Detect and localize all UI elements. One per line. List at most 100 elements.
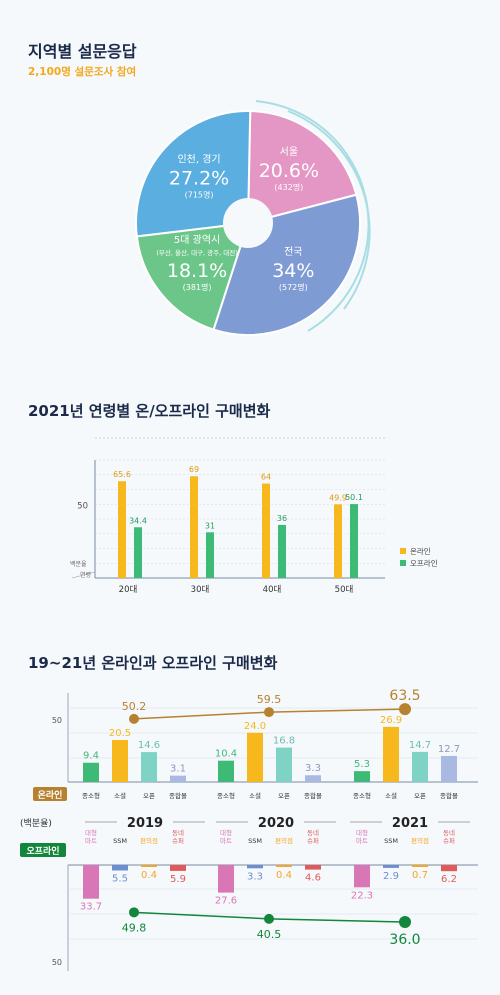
- online-category-bar: [276, 747, 292, 782]
- offline-value-label: 36: [277, 514, 287, 523]
- online-category-label: 소셜: [385, 791, 397, 800]
- offline-total-point: [264, 913, 274, 924]
- section1-title: 지역별 설문응답: [28, 42, 137, 61]
- offline-category-label: 대형: [356, 829, 368, 837]
- online-category-bar: [354, 771, 370, 782]
- pie-slice-count: (572명): [279, 282, 308, 292]
- offline-category-label: 편의점: [275, 836, 293, 845]
- pie-slice: [135, 110, 252, 238]
- offline-category-label: 대형: [220, 829, 232, 837]
- offline-value-label: 31: [205, 521, 215, 530]
- offline-category-label: 마트: [220, 836, 232, 845]
- offline-total-label: 49.8: [122, 921, 147, 934]
- pie-slice-percent: 20.6%: [259, 160, 319, 182]
- online-category-label: 종합몰: [304, 791, 322, 800]
- offline-category-label: 대형: [85, 829, 97, 837]
- offline-category-label: 동네: [172, 828, 184, 837]
- y-axis-unit: 백분율: [70, 560, 87, 568]
- offline-category-bar: [83, 865, 99, 899]
- offline-category-label: 마트: [85, 836, 97, 845]
- online-category-bar: [247, 732, 263, 782]
- online-total-label: 63.5: [389, 688, 420, 704]
- offline-category-bar: [305, 865, 321, 870]
- online-value-label: 3.3: [305, 763, 321, 774]
- offline-value-label: 33.7: [80, 902, 102, 913]
- online-bar: [190, 476, 198, 578]
- offline-category-bar: [276, 865, 292, 867]
- offline-category-label: 슈퍼: [172, 836, 184, 845]
- offline-value-label: 34.4: [129, 516, 147, 525]
- pie-slice-percent: 34%: [272, 260, 314, 282]
- offline-total-point: [129, 907, 139, 918]
- online-value-label: 3.1: [170, 764, 186, 775]
- offline-category-bar: [247, 865, 263, 869]
- offline-category-bar: [112, 865, 128, 871]
- online-value-label: 9.4: [83, 751, 99, 762]
- trend-chart: 50 50.2 59.5 63.5 9.4 종소형 20.5 소셜 14.6 오픈 3.1 종합몰 10…: [20, 688, 478, 971]
- online-value-label: 65.6: [113, 470, 131, 479]
- offline-value-label: 22.3: [351, 890, 373, 901]
- x-tick-label: 50대: [335, 585, 354, 595]
- offline-category-bar: [412, 865, 428, 867]
- x-tick-label: 40대: [263, 585, 282, 595]
- section3-title: 19~21년 온라인과 오프라인 구매변화: [28, 654, 278, 672]
- y-tick-label-top: 50: [52, 716, 62, 725]
- online-bar: [118, 481, 126, 578]
- pie-slice-name: 전국: [284, 246, 302, 258]
- online-category-bar: [305, 775, 321, 782]
- y-tick-label-bottom: 50: [52, 958, 62, 967]
- offline-total-label: 36.0: [389, 932, 420, 948]
- online-category-bar: [218, 760, 234, 782]
- offline-category-bar: [383, 865, 399, 868]
- online-category-label: 종합몰: [169, 791, 187, 800]
- offline-value-label: 27.6: [215, 896, 237, 907]
- offline-category-label: 동네: [307, 828, 319, 837]
- offline-category-label: 동네: [443, 828, 455, 837]
- online-value-label: 20.5: [109, 728, 131, 739]
- pie-slice-name: 서울: [280, 146, 298, 158]
- offline-bar: [350, 504, 358, 578]
- online-category-label: 종소형: [353, 792, 371, 800]
- online-tag-badge: [33, 787, 67, 801]
- offline-value-label: 5.9: [170, 874, 186, 885]
- offline-bar: [134, 527, 142, 578]
- y-tick-label: 50: [77, 501, 88, 511]
- offline-category-label: 편의점: [411, 836, 429, 845]
- pie-slice-count: (381명): [183, 282, 212, 292]
- pie-chart: 서울 20.6%(432명) 전국 34%(572명) 5대 광역시 (부산, 울산, 대…: [135, 100, 371, 336]
- online-value-label: 12.7: [438, 744, 460, 755]
- section2-title: 2021년 연령별 온/오프라인 구매변화: [28, 402, 271, 420]
- online-category-bar: [112, 739, 128, 782]
- online-total-label: 59.5: [257, 693, 282, 706]
- offline-value-label: 5.5: [112, 874, 128, 885]
- unit-label: (백분율): [20, 818, 52, 829]
- online-total-point: [264, 707, 274, 718]
- offline-category-label: 편의점: [140, 836, 158, 845]
- offline-category-label: 마트: [356, 836, 368, 845]
- offline-category-bar: [170, 865, 186, 871]
- online-value-label: 26.9: [380, 715, 402, 726]
- online-value-label: 49.9: [329, 493, 347, 502]
- online-value-label: 14.6: [138, 740, 160, 751]
- section1-subtitle: 2,100명 설문조사 참여: [28, 66, 137, 78]
- pie-slice-percent: 18.1%: [167, 260, 227, 282]
- offline-category-label: SSM: [384, 837, 398, 845]
- online-category-bar: [441, 755, 457, 782]
- online-bar: [262, 483, 270, 578]
- offline-tag-badge: [20, 843, 66, 857]
- pie-slice-name: 5대 광역시: [174, 234, 220, 246]
- pie-slice-note: (부산, 울산, 대구, 광주, 대전): [156, 248, 237, 257]
- offline-category-bar: [141, 865, 157, 867]
- offline-category-bar: [354, 865, 370, 888]
- offline-category-bar: [441, 865, 457, 872]
- offline-value-label: 6.2: [441, 874, 457, 885]
- pie-slice-percent: 27.2%: [169, 168, 229, 190]
- online-value-label: 24.0: [244, 721, 266, 732]
- year-label: 2020: [258, 816, 294, 831]
- offline-bar: [278, 524, 286, 578]
- decor-arc: [287, 110, 371, 310]
- online-total-label: 50.2: [122, 700, 147, 713]
- pie-slice-count: (715명): [185, 190, 214, 200]
- offline-value-label: 2.9: [383, 871, 399, 882]
